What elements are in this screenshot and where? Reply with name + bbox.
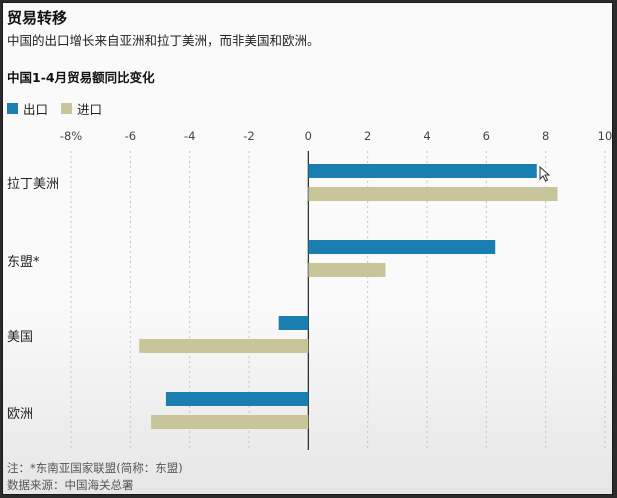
legend: 出口 进口	[7, 99, 115, 118]
legend-item-imports: 进口	[61, 99, 102, 118]
page-title: 贸易转移	[7, 9, 68, 27]
plot-area: -8% -6 -4 -2 0 2 4 6 8 10	[60, 129, 613, 450]
mouse-cursor-icon	[539, 166, 551, 182]
x-tick-label: -2	[243, 129, 254, 143]
x-tick-label: 4	[423, 129, 430, 143]
x-tick-label: -6	[125, 129, 136, 143]
x-tick-label: 10	[598, 129, 613, 143]
bar-exports	[278, 316, 309, 330]
bar-exports	[308, 164, 537, 178]
x-tick-label: 8	[542, 129, 549, 143]
footnote: 注：*东南亚国家联盟(简称：东盟)	[7, 461, 183, 475]
category-label-asean: 东盟*	[7, 255, 40, 270]
x-tick-label: 6	[483, 129, 490, 143]
legend-label-imports: 进口	[77, 102, 103, 117]
bar-exports	[165, 392, 309, 406]
x-tick-label: 0	[305, 129, 312, 143]
legend-label-exports: 出口	[23, 102, 49, 117]
legend-swatch-exports	[7, 103, 18, 114]
legend-swatch-imports	[61, 103, 73, 114]
source-note: 数据来源：中国海关总署	[7, 478, 134, 492]
bar-imports	[308, 187, 558, 201]
x-tick-label: 2	[364, 129, 371, 143]
x-tick-label: -4	[184, 129, 195, 143]
category-label-latam: 拉丁美洲	[7, 177, 60, 192]
category-label-us: 美国	[7, 330, 34, 345]
bar-exports	[308, 240, 496, 254]
category-label-europe: 欧洲	[7, 407, 34, 422]
chart-title: 中国1-4月贸易额同比变化	[7, 70, 155, 85]
x-tick-label: -8%	[60, 129, 82, 143]
legend-item-exports: 出口	[7, 99, 48, 118]
bar-imports	[151, 415, 309, 429]
page-subtitle: 中国的出口增长来自亚洲和拉丁美洲，而非美国和欧洲。	[7, 33, 320, 48]
bar-imports	[139, 339, 309, 353]
bar-imports	[308, 263, 386, 277]
